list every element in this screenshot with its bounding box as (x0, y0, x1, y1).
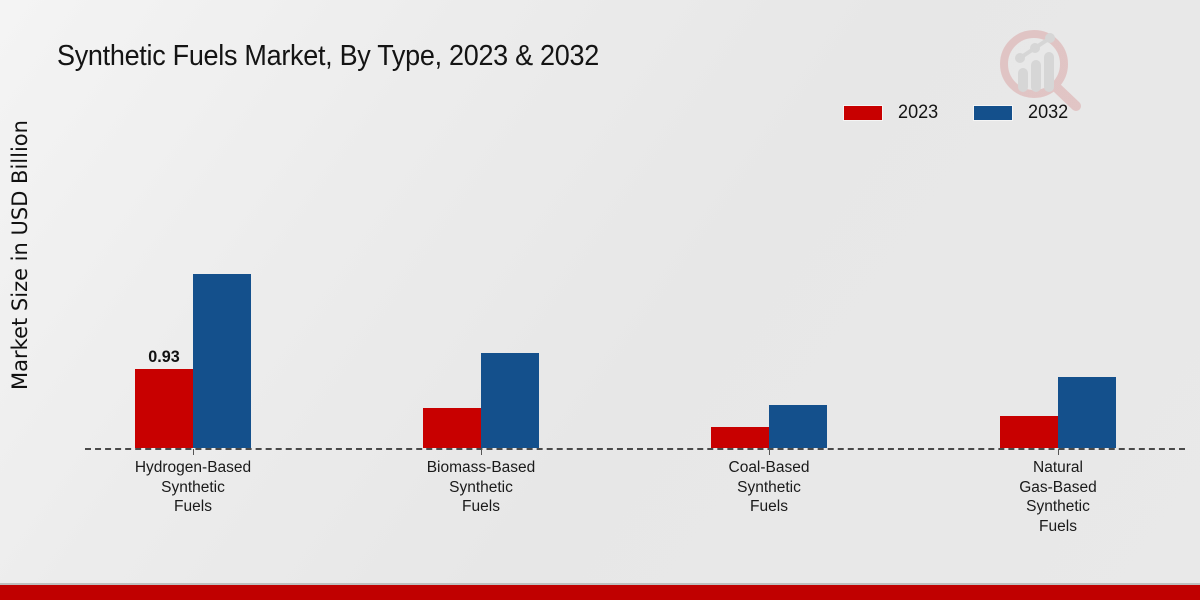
category-label-line: Coal-Based (728, 459, 810, 476)
legend-label: 2032 (1028, 102, 1069, 123)
x-axis-tick (1058, 449, 1059, 455)
y-axis-label: Market Size in USD Billion (8, 120, 32, 390)
category-label-line: Fuels (1039, 517, 1077, 535)
magnifier-icon (1000, 30, 1081, 111)
category-label-line: Hydrogen-Based (134, 459, 252, 476)
legend-item-2023: 2023 (843, 102, 939, 124)
chart-title: Synthetic Fuels Market, By Type, 2023 & … (57, 40, 599, 72)
category-label-line: Natural (1033, 459, 1083, 476)
x-axis-tick (193, 449, 194, 455)
category-label-line: Fuels (174, 498, 212, 515)
category-label-line: Fuels (462, 498, 500, 515)
footer-accent-bar (0, 585, 1200, 600)
category-label: Biomass-Based Synthetic Fuels (391, 458, 571, 517)
legend-label: 2023 (898, 102, 939, 123)
category-label-line: Biomass-Based (426, 459, 536, 476)
legend: 2023 2032 (843, 102, 1070, 124)
category-label-line: Synthetic (449, 478, 513, 496)
bar-2023 (1000, 416, 1058, 448)
bar-value-label: 0.93 (148, 347, 180, 366)
bar-2032 (769, 405, 827, 448)
category-label-line: Synthetic (737, 478, 801, 496)
x-axis-baseline (85, 448, 1185, 450)
category-label-line: Fuels (750, 498, 788, 515)
category-label-line: Synthetic (1026, 498, 1090, 515)
legend-item-2032: 2032 (973, 102, 1069, 124)
market-research-magnifier-logo (1000, 30, 1081, 111)
category-label: Coal-Based Synthetic Fuels (679, 458, 859, 517)
x-axis-tick (769, 449, 770, 455)
bar-2023 (711, 427, 769, 448)
legend-swatch-2032 (973, 105, 1014, 121)
legend-swatch-2023 (843, 105, 883, 121)
category-label: Natural Gas-Based Synthetic Fuels (968, 458, 1148, 536)
bar-2032 (481, 353, 539, 448)
bar-2032 (193, 274, 251, 448)
bar-2023 (135, 369, 193, 448)
category-label-line: Synthetic (161, 478, 225, 496)
category-label: Hydrogen-Based Synthetic Fuels (103, 458, 283, 517)
category-label-line: Gas-Based (1019, 478, 1097, 496)
footer-divider (0, 583, 1200, 585)
bar-2032 (1058, 377, 1116, 448)
bar-2023 (423, 408, 481, 448)
x-axis-tick (481, 449, 482, 455)
